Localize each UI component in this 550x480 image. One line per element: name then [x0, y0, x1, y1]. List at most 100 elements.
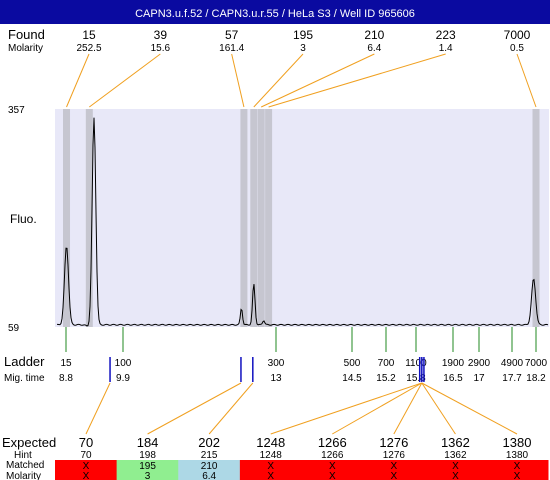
- expected-connector: [85, 382, 111, 435]
- found-molarity-value: 3: [300, 43, 306, 54]
- expected-size-label: 1266: [318, 435, 347, 450]
- found-connector: [66, 53, 90, 108]
- peak-band: [85, 109, 93, 327]
- expected-size-label: 1248: [256, 435, 285, 450]
- hint-label: Hint: [14, 450, 32, 461]
- fluorescence-trace: [57, 117, 549, 327]
- peak-band: [250, 109, 258, 327]
- ladder-label: Ladder: [4, 354, 45, 369]
- found-size-label: 15: [82, 28, 96, 42]
- expected-connectors: [85, 382, 518, 435]
- peak-band: [240, 109, 248, 327]
- expected-size-label: 184: [137, 435, 159, 450]
- expected-connector: [393, 382, 423, 435]
- found-connector: [516, 53, 537, 108]
- found-molarity-value: 0.5: [510, 43, 524, 54]
- ladder-size-label: 4900: [501, 358, 524, 369]
- found-molarity-label: Molarity: [8, 43, 43, 54]
- expected-molarity-value: X: [329, 471, 336, 480]
- found-molarity-value: 15.6: [151, 43, 171, 54]
- peak-band: [265, 109, 273, 327]
- expected-hint-value: 1266: [321, 450, 344, 461]
- expected-molarity-value: X: [514, 471, 521, 480]
- ladder-size-label: 300: [268, 358, 285, 369]
- matched-label: Matched: [6, 460, 44, 471]
- expected-matched-value: X: [391, 461, 398, 472]
- found-connector: [260, 53, 375, 108]
- expected-matched-value: 195: [139, 461, 156, 472]
- found-molarity-value: 252.5: [76, 43, 101, 54]
- found-label: Found: [8, 27, 45, 42]
- expected-hint-value: 198: [139, 450, 156, 461]
- ladder-size-label: 15: [60, 358, 72, 369]
- expected-cell-bg: [178, 460, 241, 480]
- ladder-size-label: 7000: [525, 358, 548, 369]
- found-size-label: 210: [364, 28, 384, 42]
- ladder-time-label: 9.9: [116, 373, 130, 384]
- expected-molarity-value: X: [391, 471, 398, 480]
- expected-connector: [421, 382, 518, 435]
- peak-band: [532, 109, 540, 327]
- expected-size-label: 1380: [503, 435, 532, 450]
- expected-size-label: 1276: [379, 435, 408, 450]
- found-molarity-value: 161.4: [219, 43, 244, 54]
- ladder-time-label: 16.5: [443, 373, 463, 384]
- y-axis-label: Fluo.: [10, 212, 37, 226]
- expected-matched-value: X: [452, 461, 459, 472]
- expected-hint-value: 1380: [506, 450, 529, 461]
- expected-size-label: 70: [79, 435, 93, 450]
- expected-matched-value: 210: [201, 461, 218, 472]
- ladder-ticks: [65, 327, 537, 352]
- expected-cell-bg: [116, 460, 179, 480]
- found-size-label: 57: [225, 28, 239, 42]
- expected-hint-value: 1362: [444, 450, 467, 461]
- expected-cell-bg: [55, 460, 118, 480]
- ladder-size-label: 1100: [405, 358, 427, 369]
- ladder-size-label: 2900: [468, 358, 491, 369]
- expected-hint-value: 215: [201, 450, 218, 461]
- expected-connector: [332, 382, 423, 435]
- expected-molarity-value: X: [267, 471, 274, 480]
- expected-hint-value: 1276: [383, 450, 406, 461]
- expected-molarity-value: 3: [145, 471, 151, 480]
- expected-connector: [421, 382, 456, 435]
- ladder-size-label: 1900: [442, 358, 465, 369]
- found-size-label: 39: [154, 28, 168, 42]
- expected-molarity-value: X: [83, 471, 90, 480]
- expected-hint-value: 1248: [260, 450, 283, 461]
- expected-molarity-value: X: [452, 471, 459, 480]
- ladder-time-label: 8.8: [59, 373, 73, 384]
- expected-size-label: 1362: [441, 435, 470, 450]
- expected-matched-value: X: [329, 461, 336, 472]
- expected-cell-bg: [363, 460, 426, 480]
- expected-connector: [270, 382, 422, 435]
- found-connector: [268, 53, 446, 108]
- y-min-label: 59: [8, 323, 20, 334]
- found-connector: [253, 53, 304, 108]
- ladder-time-label: 13: [270, 373, 282, 384]
- found-connectors: [66, 53, 537, 108]
- expected-size-label: 202: [198, 435, 220, 450]
- expected-table: 7070XX18419819532022152106.412481248XX12…: [55, 435, 549, 480]
- ladder-time-label: 15.2: [376, 373, 396, 384]
- expected-matched-value: X: [514, 461, 521, 472]
- expected-connector: [147, 382, 242, 435]
- expected-markers: [109, 357, 425, 382]
- peak-band: [257, 109, 265, 327]
- ladder-labels: 15 8.8 100 9.9 300 13 500 14.5 700 15.2 1100 15.8 19…: [59, 358, 548, 384]
- ladder-size-label: 700: [378, 358, 395, 369]
- ladder-time-label: 17: [473, 373, 485, 384]
- y-max-label: 357: [8, 105, 25, 116]
- ladder-size-label: 500: [344, 358, 361, 369]
- expected-hint-value: 70: [80, 450, 92, 461]
- found-size-label: 223: [436, 28, 456, 42]
- expected-molarity-value: 6.4: [202, 471, 216, 480]
- ladder-time-label: 18.2: [526, 373, 546, 384]
- chart-title: CAPN3.u.f.52 / CAPN3.u.r.55 / HeLa S3 / …: [135, 8, 415, 20]
- found-molarity-value: 1.4: [439, 43, 453, 54]
- ladder-time-label: 15.8: [406, 373, 426, 384]
- expected-cell-bg: [239, 460, 302, 480]
- expected-cell-bg: [424, 460, 487, 480]
- found-size-label: 7000: [504, 28, 531, 42]
